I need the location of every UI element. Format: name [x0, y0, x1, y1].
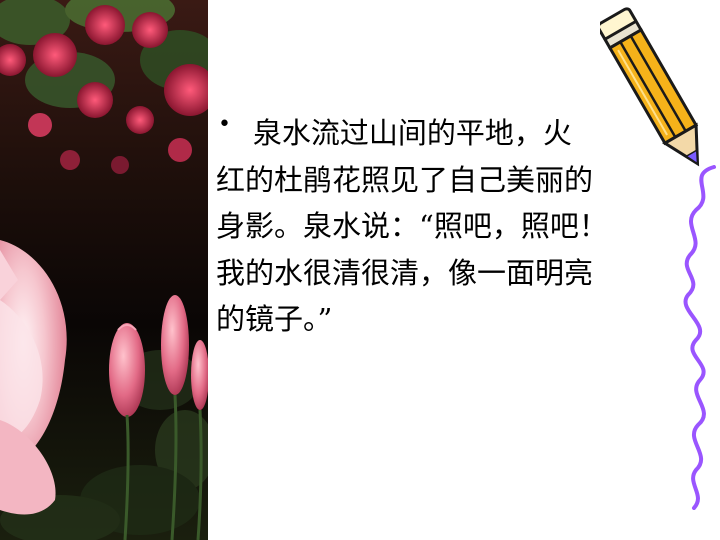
text-line-5: 的镜子。” — [216, 302, 333, 336]
text-line-2: 红的杜鹃花照见了自己美丽的 — [216, 162, 594, 197]
text-line-3: 身影。泉水说：“照吧，照吧！ — [216, 209, 608, 243]
azalea-flowers-photo — [0, 0, 208, 540]
purple-squiggle-line — [683, 165, 716, 510]
pencil-icon — [600, 7, 700, 167]
text-line-4: 我的水很清很清，像一面明亮 — [216, 255, 594, 290]
bullet-marker: • — [218, 112, 231, 137]
slide-body-text: 泉水流过山间的平地，火 红的杜鹃花照见了自己美丽的 身影。泉水说：“照吧，照吧！ 我的… — [216, 110, 676, 343]
text-line-1: 泉水流过山间的平地，火 — [216, 116, 572, 150]
